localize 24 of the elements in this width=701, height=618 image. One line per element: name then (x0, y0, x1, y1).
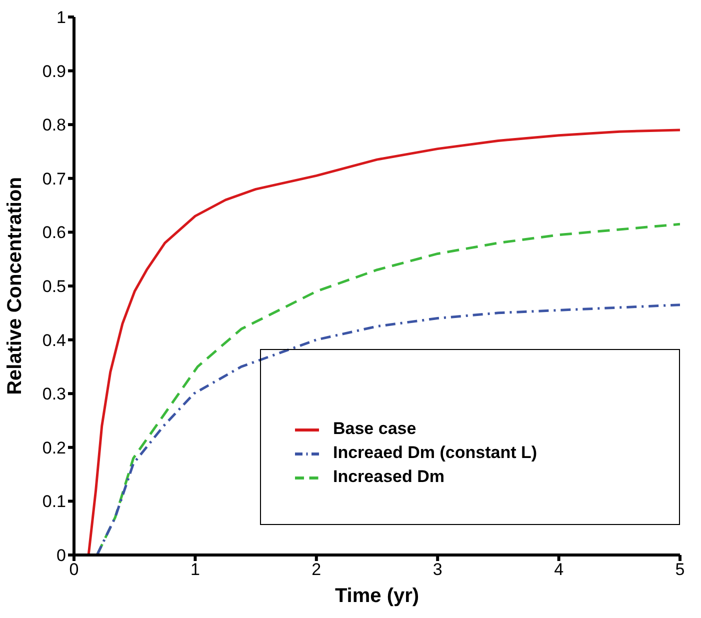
x-tick-label: 4 (554, 560, 564, 580)
y-tick-label: 0.5 (42, 277, 66, 296)
y-tick-label: 0 (56, 546, 66, 566)
line-series (96, 304, 680, 555)
x-tick-label: 2 (312, 560, 322, 580)
y-tick-label: 0.3 (42, 384, 66, 404)
x-tick-label: 3 (432, 560, 442, 580)
legend-label: Increaed Dm (constant L) (333, 442, 538, 462)
line-series (87, 128, 680, 555)
y-tick-label: 0.6 (42, 223, 66, 242)
x-tick-label: 5 (675, 560, 685, 580)
y-axis-title: Relative Concentration (4, 177, 26, 395)
legend-label: Increased Dm (333, 466, 444, 486)
y-tick-label: 0.7 (42, 169, 66, 188)
y-tick-label: 1 (56, 8, 66, 28)
y-tick-label: 0.9 (42, 62, 66, 81)
y-tick-label: 0.1 (42, 492, 66, 512)
x-axis-title: Time (yr) (334, 585, 420, 607)
x-tick-label: 1 (190, 560, 200, 580)
x-tick-label: 0 (69, 560, 79, 580)
legend-label: Base case (333, 418, 416, 438)
y-tick-label: 0.8 (42, 116, 66, 135)
y-tick-label: 0.2 (42, 438, 66, 458)
y-tick-label: 0.4 (42, 330, 66, 350)
